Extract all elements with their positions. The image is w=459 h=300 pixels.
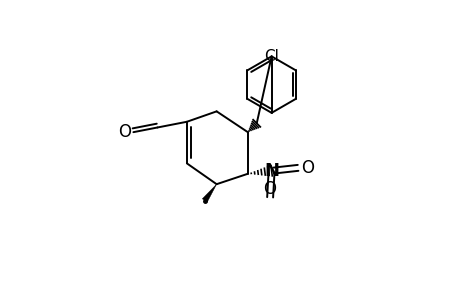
Polygon shape [202, 184, 216, 202]
Text: O: O [118, 123, 131, 141]
Text: N: N [263, 162, 279, 180]
Text: O: O [300, 159, 313, 177]
Text: Cl: Cl [263, 49, 279, 64]
Text: O: O [263, 180, 276, 198]
